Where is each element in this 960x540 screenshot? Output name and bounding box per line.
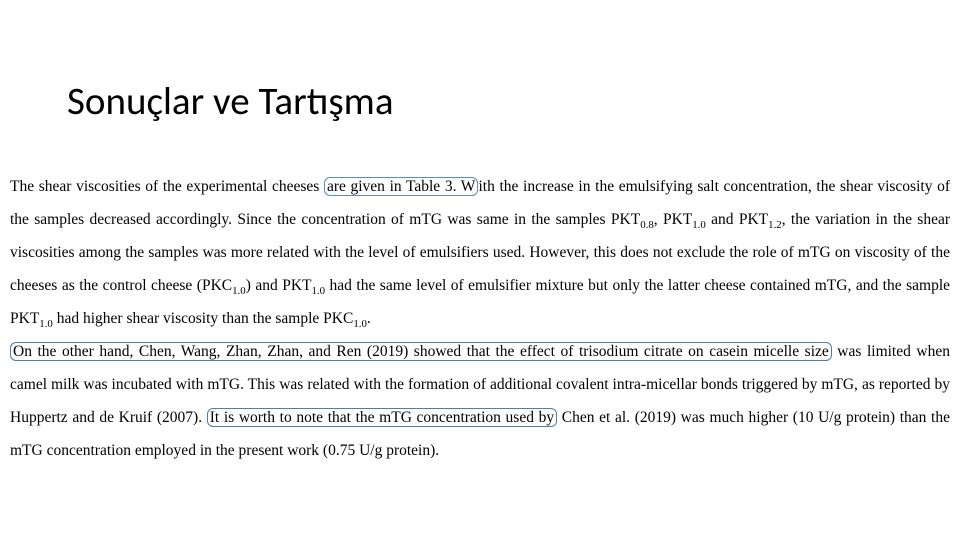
body-paragraph: The shear viscosities of the experimenta… [10, 170, 950, 467]
text-run: , PKT [654, 211, 693, 228]
text-run: ) and PKT [246, 277, 312, 294]
subscript-text: 1.0 [311, 285, 325, 297]
text-run: had higher shear viscosity than the samp… [53, 310, 353, 327]
text-run: The shear viscosities of the experimenta… [10, 178, 324, 195]
highlighted-text: are given in Table 3. W [324, 177, 479, 196]
subscript-text: 1.0 [353, 318, 367, 330]
subscript-text: 1.2 [768, 219, 782, 231]
text-run: and PKT [706, 211, 768, 228]
highlighted-text: On the other hand, Chen, Wang, Zhan, Zha… [10, 342, 832, 361]
subscript-text: 1.0 [692, 219, 706, 231]
subscript-text: 0.8 [640, 219, 654, 231]
section-heading: Sonuçlar ve Tartışma [67, 78, 394, 125]
text-run: . [367, 310, 371, 327]
highlighted-text: It is worth to note that the mTG concent… [207, 408, 557, 427]
subscript-text: 1.0 [232, 285, 246, 297]
subscript-text: 1.0 [39, 318, 53, 330]
